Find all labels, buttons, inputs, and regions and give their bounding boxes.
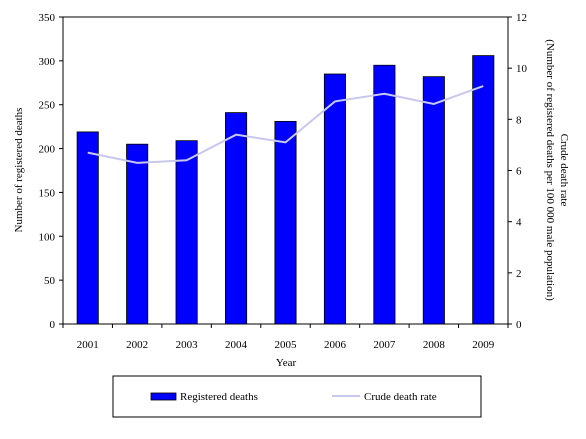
x-tick-label: 2003 [176,339,199,351]
right-tick-label: 0 [516,319,522,331]
crude-death-rate-line [87,85,484,164]
x-tick-label: 2001 [77,339,99,351]
bar-2005 [274,120,297,325]
left-tick-label: 150 [39,187,56,199]
bar-2004 [225,112,248,325]
left-tick-label: 300 [39,56,56,68]
right-tick-label: 10 [516,63,528,75]
x-tick-label: 2002 [126,339,148,351]
bar-2006 [323,73,346,325]
x-tick-label: 2008 [423,339,446,351]
bar-2008 [422,76,445,325]
left-tick-label: 50 [44,275,56,287]
right-axis: 0 2 4 6 8 10 12 [508,12,528,331]
legend: Registered deaths Crude death rate [112,375,482,418]
bar-2007 [373,64,396,325]
legend-label-registered-deaths: Registered deaths [180,391,258,403]
x-tick-label: 2006 [324,339,347,351]
x-axis: 2001 2002 2003 2004 2005 2006 2007 2008 2009 [62,324,509,351]
legend-label-crude-death-rate: Crude death rate [364,391,437,403]
bar-2009 [472,55,495,325]
x-tick-label: 2009 [472,339,495,351]
line-group [87,85,484,164]
bar-2001 [76,131,99,325]
y2-axis-title-line2: (Number of registered deaths per 100 000… [544,39,556,301]
x-tick-label: 2004 [225,339,248,351]
right-tick-label: 12 [516,12,527,24]
left-axis: 0 50 100 150 200 250 300 350 [39,12,63,331]
right-tick-label: 8 [516,114,522,126]
left-tick-label: 0 [50,319,56,331]
right-tick-label: 4 [516,217,522,229]
right-tick-label: 2 [516,268,522,280]
bar-2002 [126,143,149,325]
left-tick-label: 200 [39,144,56,156]
right-tick-label: 6 [516,166,522,178]
x-tick-label: 2007 [373,339,396,351]
left-tick-label: 250 [39,100,56,112]
x-tick-label: 2005 [275,339,298,351]
x-axis-title: Year [276,357,297,369]
left-tick-label: 100 [39,231,56,243]
left-tick-label: 350 [39,12,56,24]
y2-axis-title-line1: Crude death rate [558,134,570,207]
bar-2003 [175,140,198,325]
y-axis-title: Number of registered deaths [13,108,25,233]
bars-group [76,55,495,325]
legend-swatch-registered-deaths [150,392,177,401]
